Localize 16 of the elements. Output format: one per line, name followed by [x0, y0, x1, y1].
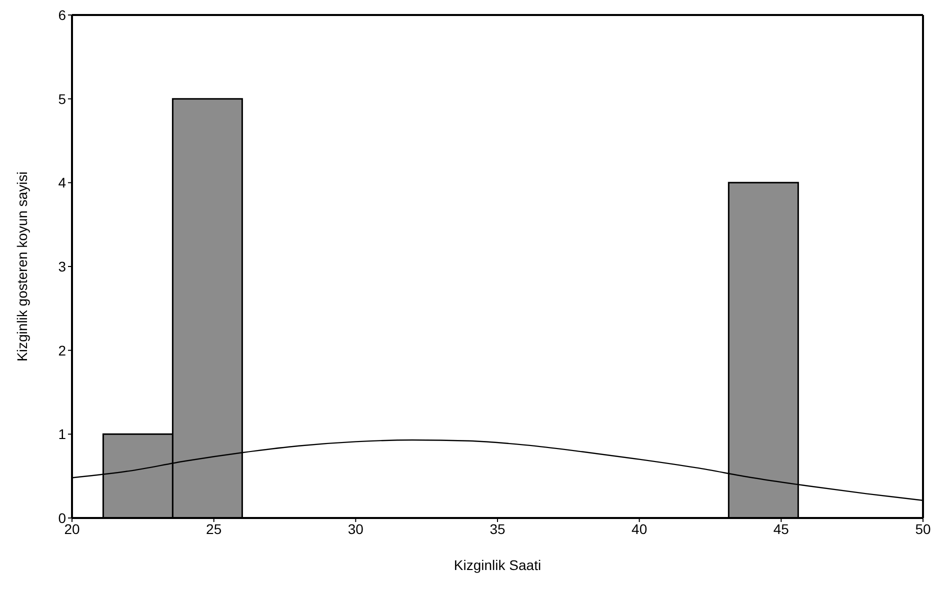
- y-tick-label: 5: [58, 90, 66, 107]
- x-tick-label: 40: [632, 520, 648, 537]
- x-tick-label: 35: [490, 520, 506, 537]
- y-tick-label: 3: [58, 258, 66, 274]
- x-tick-label: 30: [348, 520, 364, 537]
- y-tick-label: 6: [58, 6, 66, 23]
- x-tick-label: 20: [64, 520, 80, 537]
- y-tick-label: 4: [58, 174, 66, 191]
- y-tick-label: 2: [58, 342, 66, 358]
- x-tick-label: 50: [915, 520, 931, 537]
- x-tick-label: 25: [206, 520, 222, 537]
- x-tick-label: 45: [773, 520, 790, 537]
- x-axis-title: Kizginlik Saati: [454, 557, 542, 573]
- y-tick-label: 0: [58, 510, 66, 526]
- y-axis-title: Kizginlik gosteren koyun sayisi: [14, 172, 30, 362]
- y-tick-label: 1: [58, 426, 66, 442]
